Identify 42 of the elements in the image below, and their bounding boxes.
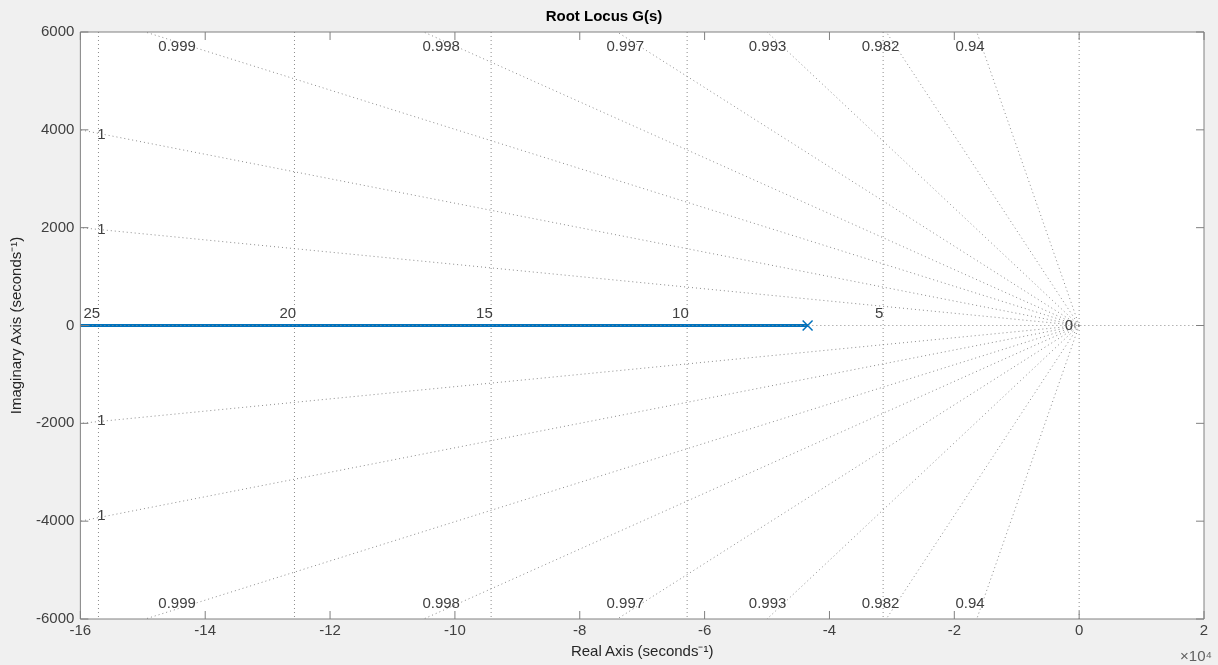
annotation: 1 bbox=[97, 411, 106, 429]
annotation: 0.94 bbox=[955, 594, 985, 612]
x-tick-label: -8 bbox=[573, 621, 587, 639]
annotation: 0.993 bbox=[748, 36, 787, 54]
text: ×10⁴ bbox=[1180, 646, 1212, 664]
y-tick-label: -4000 bbox=[35, 511, 75, 529]
annotation: 10 bbox=[672, 304, 689, 322]
annotation: 0 bbox=[1064, 315, 1074, 333]
y-tick-label: -6000 bbox=[35, 609, 75, 627]
x-tick-label: -2 bbox=[947, 621, 961, 639]
y-tick-label: 6000 bbox=[40, 22, 75, 40]
x-tick-label: -10 bbox=[444, 621, 466, 639]
annotation: 5 bbox=[874, 304, 884, 322]
x-tick-label: 0 bbox=[1074, 621, 1084, 639]
x-tick-label: -4 bbox=[822, 621, 837, 639]
annotation: 15 bbox=[476, 304, 493, 322]
x-tick-label: -14 bbox=[194, 621, 217, 639]
annotation: 0.997 bbox=[606, 36, 645, 54]
annotation: 0.998 bbox=[422, 594, 460, 612]
annotation: 0.94 bbox=[955, 36, 985, 54]
annotation: 0.997 bbox=[606, 594, 645, 612]
annotation: 25 bbox=[83, 304, 101, 322]
annotation: 1 bbox=[97, 506, 106, 524]
y-tick-label: 2000 bbox=[40, 217, 75, 235]
x-tick-label: -12 bbox=[319, 621, 341, 639]
y-axis-title: Imaginary Axis (seconds⁻¹) bbox=[7, 236, 25, 415]
x-tick-label: 2 bbox=[1199, 621, 1209, 639]
y-tick-label: 0 bbox=[66, 315, 75, 333]
annotation: 0.998 bbox=[422, 36, 460, 54]
y-tick-label: 4000 bbox=[40, 119, 75, 137]
annotation: 1 bbox=[97, 220, 106, 238]
x-tick-label: -6 bbox=[697, 621, 712, 639]
annotation: 0.999 bbox=[158, 594, 196, 612]
y-tick-label: -2000 bbox=[35, 413, 75, 431]
chart-title: Root Locus G(s) bbox=[545, 7, 663, 25]
x-axis-title: Real Axis (seconds⁻¹) bbox=[570, 642, 714, 660]
annotation: 1 bbox=[97, 124, 106, 142]
annotation: 0.993 bbox=[748, 594, 787, 612]
annotation: 20 bbox=[279, 304, 297, 322]
annotation: 0.999 bbox=[158, 36, 196, 54]
annotation: 0.982 bbox=[861, 594, 900, 612]
annotation: 0.982 bbox=[861, 36, 900, 54]
